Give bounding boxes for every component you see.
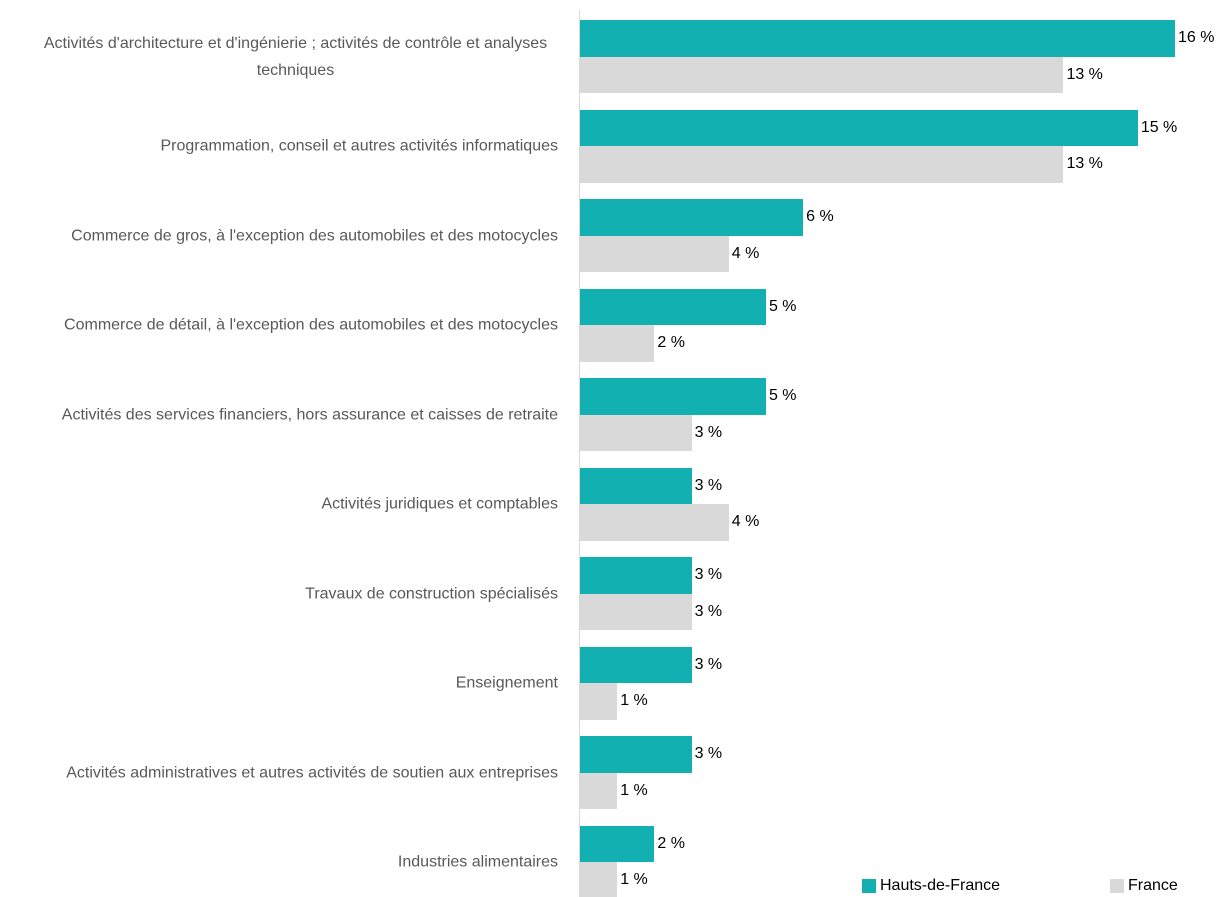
value-label: 15 %	[1140, 118, 1178, 136]
legend-label: France	[1128, 877, 1178, 894]
value-label: 1 %	[620, 781, 648, 799]
bar	[580, 772, 618, 809]
category-label: Programmation, conseil et autres activit…	[160, 137, 558, 155]
bar	[580, 288, 766, 325]
category-label: Travaux de construction spécialisés	[305, 585, 558, 602]
value-label: 16 %	[1178, 29, 1215, 47]
category-label: Enseignement	[455, 674, 558, 692]
category-label: Activités d'architecture et d'ingénierie…	[43, 34, 548, 79]
legend-swatch	[862, 879, 876, 893]
value-label: 5 %	[768, 297, 797, 315]
value-label: 3 %	[694, 655, 723, 673]
value-label: 2 %	[657, 334, 685, 352]
category-label: Activités administratives et autres acti…	[66, 764, 558, 781]
bar	[580, 467, 692, 504]
value-label: 3 %	[694, 566, 723, 584]
value-label: 4 %	[731, 513, 760, 531]
category-label: Activités juridiques et comptables	[321, 495, 558, 513]
value-label: 5 %	[768, 387, 797, 405]
bar	[580, 325, 655, 362]
axis-line	[579, 10, 580, 897]
bar	[580, 593, 692, 630]
category-label: Industries alimentaires	[397, 853, 558, 871]
value-label: 1 %	[620, 871, 648, 889]
value-label: 3 %	[694, 745, 723, 763]
value-label: 3 %	[694, 423, 723, 441]
bar	[580, 504, 729, 541]
category-label: Commerce de détail, à l'exception des au…	[64, 316, 558, 334]
value-label: 3 %	[694, 476, 723, 494]
value-label: 1 %	[620, 692, 648, 710]
value-label: 2 %	[657, 834, 685, 852]
bar	[580, 862, 618, 897]
bar	[580, 109, 1138, 146]
category-label: Commerce de gros, à l'exception des auto…	[71, 227, 558, 244]
bar	[580, 557, 692, 594]
value-label: 6 %	[806, 208, 834, 226]
value-label: 4 %	[731, 244, 760, 262]
bar	[580, 20, 1175, 57]
legend-swatch	[1110, 879, 1124, 893]
value-label: 13 %	[1066, 155, 1103, 173]
category-label: Activités des services financiers, hors …	[61, 406, 558, 423]
bar	[580, 825, 655, 862]
bar	[580, 235, 729, 272]
legend-label: Hauts-de-France	[880, 877, 1001, 894]
bar	[580, 146, 1064, 183]
bar	[580, 199, 804, 236]
bar	[580, 378, 766, 415]
bar	[580, 646, 692, 683]
value-label: 3 %	[694, 602, 723, 620]
bar	[580, 414, 692, 451]
value-label: 13 %	[1066, 65, 1103, 83]
bar	[580, 56, 1064, 93]
bar	[580, 683, 618, 720]
bar	[580, 736, 692, 773]
